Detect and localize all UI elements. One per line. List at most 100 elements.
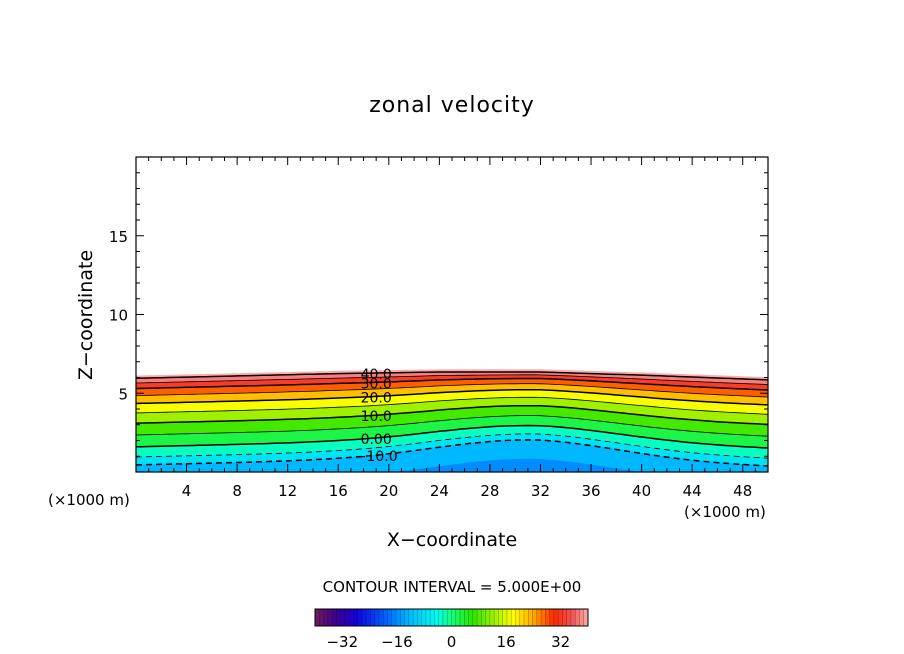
contour-interval-note: CONTOUR INTERVAL = 5.000E+00 bbox=[323, 578, 582, 596]
x-tick-label: 24 bbox=[430, 482, 449, 500]
colorbar-tick-label: 32 bbox=[551, 633, 570, 651]
colorbar-cell bbox=[489, 609, 495, 626]
contour-labels: 40.030.020.0 10.0 0.00−10.0 bbox=[355, 367, 398, 465]
colorbar-cell bbox=[378, 609, 384, 626]
colorbar-cell bbox=[545, 609, 550, 626]
colorbar-cell bbox=[332, 609, 337, 626]
contour-line bbox=[136, 396, 768, 415]
colorbar-cell bbox=[468, 609, 474, 626]
colorbar-cell bbox=[438, 609, 444, 626]
colorbar-cell bbox=[549, 609, 555, 626]
colorbar-cell bbox=[336, 609, 341, 626]
colorbar-cell bbox=[566, 609, 572, 626]
x-tick-label: 36 bbox=[581, 482, 600, 500]
y-tick-label: 5 bbox=[118, 385, 128, 403]
colorbar-tick-label: 16 bbox=[497, 633, 516, 651]
contour-line bbox=[136, 377, 768, 391]
x-tick-label: 20 bbox=[379, 482, 398, 500]
colorbar-cell bbox=[425, 609, 431, 626]
contour-line bbox=[136, 415, 768, 437]
contour-label: 20.0 bbox=[361, 390, 392, 406]
contour-line bbox=[136, 374, 768, 385]
contour-line bbox=[136, 404, 768, 426]
colorbar-cell bbox=[477, 609, 482, 626]
colorbar-cell bbox=[506, 609, 512, 626]
x-tick-label: 28 bbox=[480, 482, 499, 500]
colorbar-cell bbox=[472, 609, 478, 626]
x-tick-label: 32 bbox=[531, 482, 550, 500]
y-axis-title: Z−coordinate bbox=[75, 250, 97, 380]
contour-line bbox=[136, 433, 768, 459]
colorbar-cell bbox=[396, 609, 401, 626]
colorbar-cell bbox=[434, 609, 440, 626]
contour-label: −10.0 bbox=[355, 449, 398, 465]
colorbar-cell bbox=[481, 609, 486, 626]
x-tick-label: 44 bbox=[683, 482, 702, 500]
colorbar-cell bbox=[383, 609, 388, 626]
colorbar-cell bbox=[327, 609, 333, 626]
colorbar-cell bbox=[519, 609, 525, 626]
colorbar-cell bbox=[494, 609, 499, 626]
colorbar-cell bbox=[515, 609, 521, 626]
colorbar-tick-label: −32 bbox=[326, 633, 358, 651]
x-tick-label: 40 bbox=[632, 482, 651, 500]
x-unit-left: (×1000 m) bbox=[48, 491, 130, 509]
contour-label: 30.0 bbox=[361, 376, 392, 392]
colorbar-cell bbox=[417, 609, 422, 626]
contour-lines bbox=[136, 371, 768, 467]
colorbar-cell bbox=[528, 609, 533, 626]
colorbar-cell bbox=[408, 609, 414, 626]
colorbar-cell bbox=[374, 609, 380, 626]
colorbar-cell bbox=[524, 609, 529, 626]
colorbar-cell bbox=[575, 609, 580, 626]
x-unit-right: (×1000 m) bbox=[684, 503, 766, 521]
colorbar-cell bbox=[391, 609, 397, 626]
x-tick-label: 8 bbox=[232, 482, 242, 500]
colorbar-cell bbox=[387, 609, 393, 626]
colorbar-cell bbox=[583, 609, 589, 626]
y-tick-label: 10 bbox=[109, 307, 128, 325]
contour-label: 40.0 bbox=[361, 367, 392, 383]
colorbar-cell bbox=[315, 609, 320, 626]
contour-line bbox=[136, 388, 768, 406]
contour-label: 0.00 bbox=[361, 432, 392, 448]
colorbar-cell bbox=[442, 609, 448, 626]
contour-line bbox=[136, 383, 768, 398]
colorbar-tick-label: 0 bbox=[447, 633, 457, 651]
colorbar-cell bbox=[400, 609, 405, 626]
x-tick-label: 48 bbox=[733, 482, 752, 500]
colorbar-cell bbox=[536, 609, 542, 626]
contour-line bbox=[136, 371, 768, 381]
colorbar-cell bbox=[451, 609, 457, 626]
colorbar-frame bbox=[314, 608, 589, 627]
contour-line bbox=[136, 424, 768, 449]
colorbar-cell bbox=[511, 609, 516, 626]
colorbar-cell bbox=[460, 609, 465, 626]
colorbar-tick-label: −16 bbox=[381, 633, 413, 651]
x-axis-title: X−coordinate bbox=[387, 529, 517, 551]
colorbar-cell bbox=[413, 609, 418, 626]
colorbar-cell bbox=[366, 609, 371, 626]
y-tick-label: 15 bbox=[109, 228, 128, 246]
colorbar-cell bbox=[541, 609, 546, 626]
colorbar-cell bbox=[455, 609, 461, 626]
colorbar-cell bbox=[579, 609, 585, 626]
colorbar-cell bbox=[404, 609, 410, 626]
colorbar-cell bbox=[464, 609, 469, 626]
colorbar-cell bbox=[430, 609, 435, 626]
x-tick-label: 12 bbox=[278, 482, 297, 500]
colorbar-cell bbox=[319, 609, 324, 626]
colorbar-cell bbox=[570, 609, 576, 626]
colorbar-cell bbox=[344, 609, 350, 626]
colorbar-cell bbox=[562, 609, 567, 626]
colorbar-cell bbox=[447, 609, 452, 626]
contour-line bbox=[136, 439, 768, 467]
colorbar-cell bbox=[485, 609, 491, 626]
contour-label: 10.0 bbox=[361, 409, 392, 425]
colorbar-cell bbox=[421, 609, 427, 626]
colorbar-cell bbox=[361, 609, 367, 626]
colorbar-cell bbox=[349, 609, 354, 626]
colorbar-cell bbox=[357, 609, 363, 626]
